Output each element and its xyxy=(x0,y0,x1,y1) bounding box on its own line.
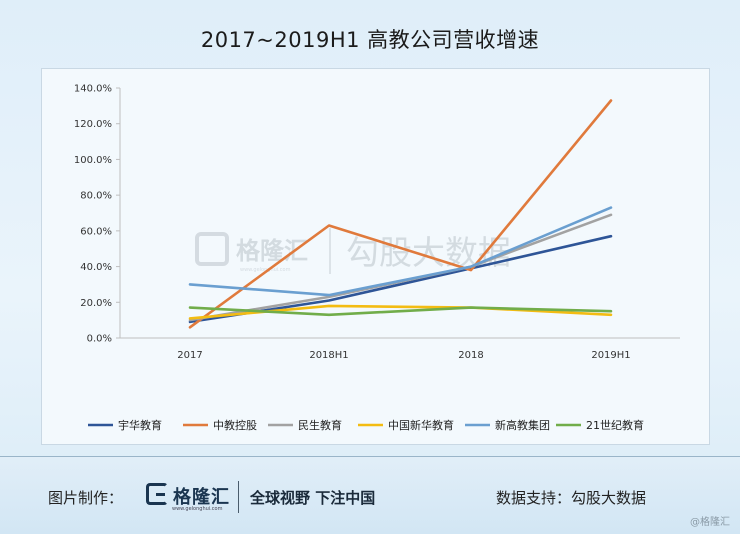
footer-divider-line xyxy=(0,456,740,457)
watermark-logo-icon xyxy=(195,232,229,266)
gelonghui-logo-icon xyxy=(146,483,168,505)
credit: @格隆汇 xyxy=(690,517,730,528)
y-tick-label: 60.0% xyxy=(80,226,112,237)
logo-name: 格隆汇 xyxy=(173,487,230,508)
plot-frame xyxy=(41,68,710,445)
footer-divider xyxy=(238,481,239,513)
legend-label: 中国新华教育 xyxy=(388,418,454,432)
footer-bar: 图片制作： 格隆汇 www.gelonghui.com 全球视野 下注中国 数据… xyxy=(0,457,740,534)
x-tick-label: 2019H1 xyxy=(591,350,630,361)
legend-label: 宇华教育 xyxy=(118,418,162,432)
y-tick-label: 140.0% xyxy=(74,84,112,95)
series-line-新高教集团 xyxy=(188,206,613,297)
series-line-21世纪教育 xyxy=(188,306,613,317)
logo-url: www.gelonghui.com xyxy=(172,506,223,512)
watermark-url: www.gelonghui.com xyxy=(240,267,291,273)
support-label: 数据支持： xyxy=(496,489,572,507)
legend-label: 新高教集团 xyxy=(495,418,550,432)
data-support: 数据支持：勾股大数据 xyxy=(496,487,646,508)
y-tick-label: 100.0% xyxy=(74,155,112,166)
x-tick-label: 2018H1 xyxy=(309,350,348,361)
y-tick-label: 80.0% xyxy=(80,191,112,202)
y-tick-label: 120.0% xyxy=(74,119,112,130)
y-tick-label: 20.0% xyxy=(80,298,112,309)
series-line-中教控股 xyxy=(188,99,613,329)
x-tick-label: 2017 xyxy=(177,350,202,361)
slogan: 全球视野 下注中国 xyxy=(250,489,376,507)
watermark-brand: 格隆汇 xyxy=(236,237,308,265)
legend-label: 21世纪教育 xyxy=(586,418,644,432)
support-name: 勾股大数据 xyxy=(571,489,647,507)
chart-title: 2017~2019H1 高教公司营收增速 xyxy=(200,28,540,52)
legend-label: 民生教育 xyxy=(298,418,342,432)
y-tick-label: 40.0% xyxy=(80,262,112,273)
made-by-label: 图片制作： xyxy=(48,489,124,507)
legend-label: 中教控股 xyxy=(213,418,257,432)
y-tick-label: 0.0% xyxy=(87,334,112,345)
x-tick-label: 2018 xyxy=(458,350,483,361)
